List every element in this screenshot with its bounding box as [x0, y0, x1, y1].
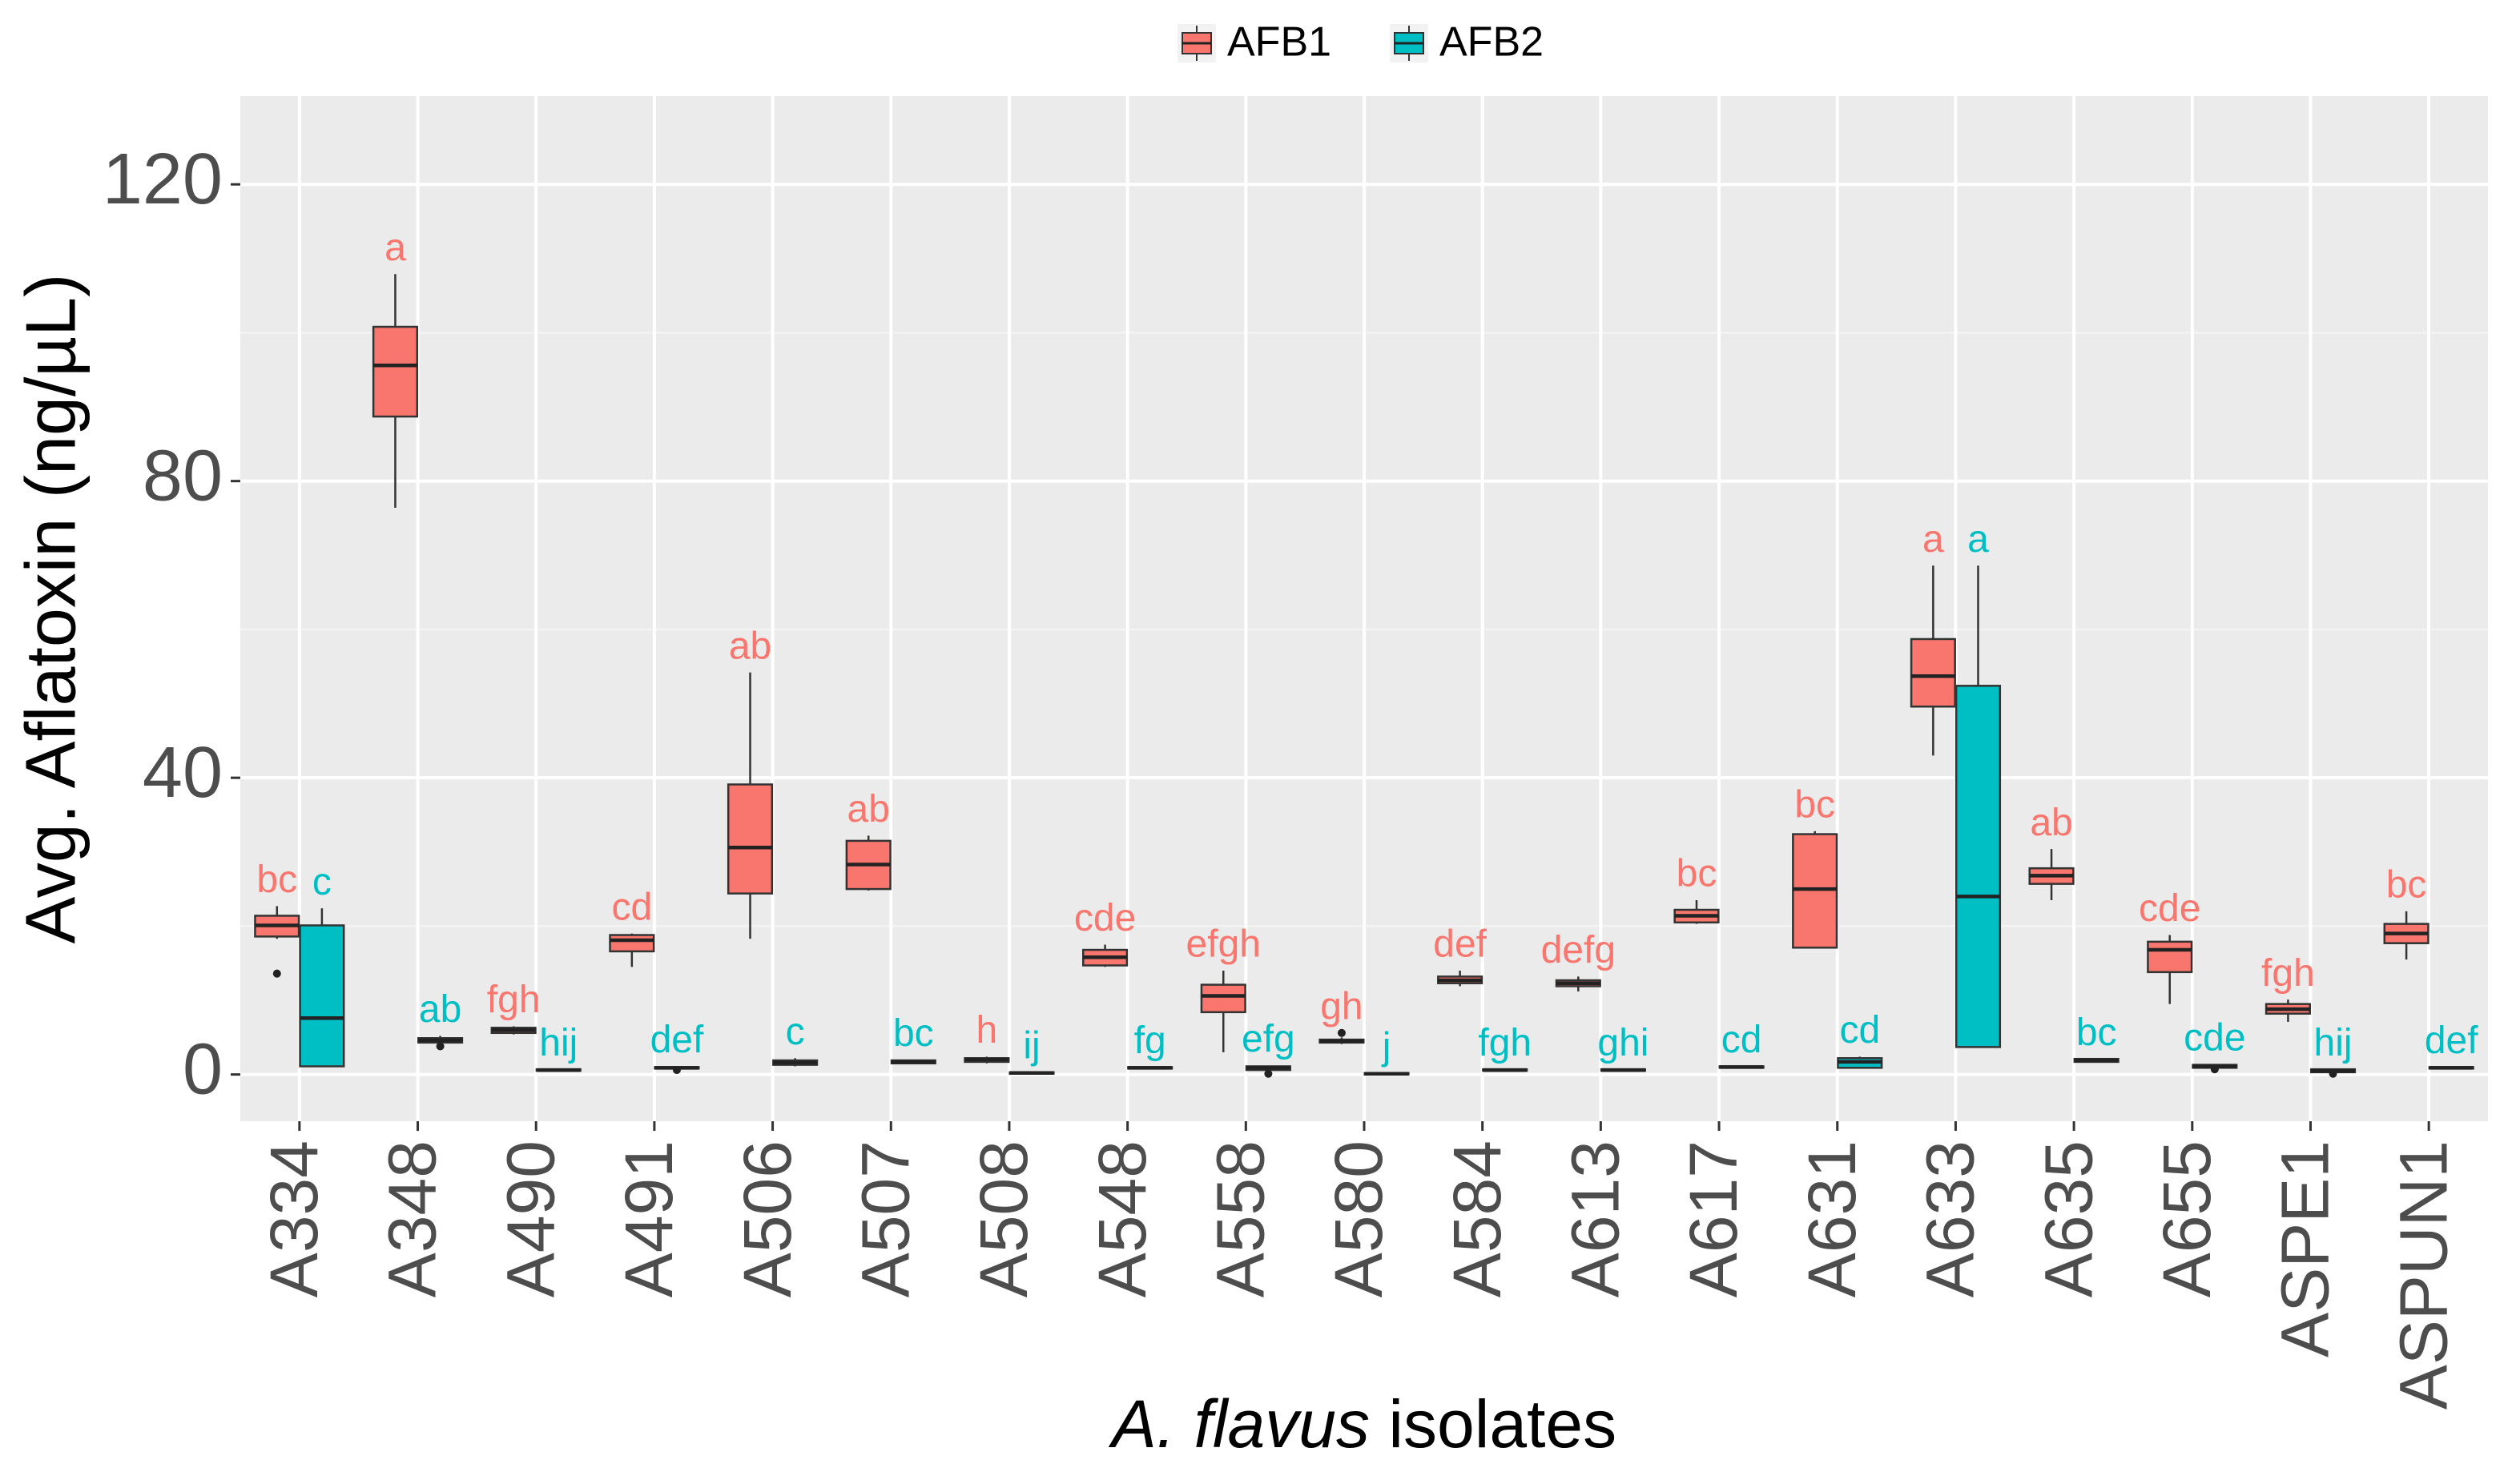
group-letter: ab: [419, 988, 461, 1031]
x-tick-label: A655: [2149, 1140, 2224, 1297]
group-letter: bc: [1677, 853, 1717, 895]
outlier: [1337, 1028, 1346, 1037]
y-tick-label: 80: [143, 436, 223, 516]
group-letter: cde: [2139, 887, 2200, 930]
x-tick-label: A334: [256, 1140, 332, 1297]
group-letter: c: [786, 1011, 805, 1053]
box: [1792, 833, 1838, 949]
group-letter: a: [1922, 518, 1944, 561]
group-letter: fgh: [2261, 952, 2315, 995]
box: [609, 934, 655, 953]
x-axis-title: A. flavus isolates: [1108, 1386, 1616, 1462]
x-tick-label: A490: [493, 1140, 568, 1297]
outlier: [436, 1042, 445, 1051]
box: [299, 924, 345, 1068]
outlier: [2210, 1065, 2219, 1074]
x-tick-label: A617: [1676, 1140, 1751, 1297]
x-tick-label: A506: [730, 1140, 805, 1297]
x-tick-label: A548: [1085, 1140, 1160, 1297]
box: [727, 783, 774, 895]
x-tick-label: A580: [1321, 1140, 1396, 1297]
group-letter: def: [650, 1019, 704, 1061]
y-axis-title: Avg. Aflatoxin (ng/µL): [10, 274, 90, 944]
x-tick-label: ASPUN1: [2385, 1140, 2461, 1410]
x-tick-label: A635: [2031, 1140, 2106, 1297]
group-letter: def: [2425, 1019, 2478, 1062]
group-letter: fgh: [1478, 1022, 1532, 1064]
outlier: [272, 969, 281, 978]
group-letter: cd: [1721, 1019, 1762, 1061]
group-letter: c: [312, 861, 332, 903]
group-letter: cd: [611, 886, 652, 928]
box: [1910, 637, 1956, 708]
group-letter: hij: [539, 1022, 578, 1064]
group-letter: ij: [1023, 1025, 1040, 1068]
box: [1200, 983, 1246, 1014]
legend-label: AFB2: [1439, 19, 1544, 66]
y-tick-label: 0: [183, 1029, 223, 1109]
group-letter: j: [1381, 1025, 1391, 1068]
x-tick-label: A631: [1794, 1140, 1870, 1297]
x-tick-label: A558: [1203, 1140, 1278, 1297]
group-letter: a: [1967, 518, 1989, 561]
outlier: [672, 1066, 681, 1075]
box: [372, 325, 419, 418]
group-letter: bc: [2076, 1011, 2117, 1054]
x-axis-title-text: isolates: [1388, 1386, 1616, 1462]
group-letter: def: [1433, 923, 1487, 966]
box: [1954, 685, 2002, 1048]
group-letter: bc: [2386, 864, 2427, 907]
x-tick-label: A348: [375, 1140, 450, 1297]
x-tick-label: A584: [1439, 1140, 1515, 1297]
x-tick-label: A507: [847, 1140, 923, 1297]
group-letter: a: [384, 227, 406, 269]
group-letter: ab: [729, 625, 771, 667]
group-letter: ab: [847, 788, 890, 830]
group-letter: bc: [893, 1012, 934, 1055]
x-tick-label: A491: [611, 1140, 686, 1297]
group-letter: ghi: [1597, 1022, 1649, 1064]
group-letter: efg: [1242, 1018, 1295, 1060]
group-letter: cde: [1074, 897, 1136, 939]
y-tick-label: 40: [143, 733, 223, 813]
group-letter: cd: [1839, 1009, 1880, 1052]
group-letter: fg: [1134, 1019, 1166, 1062]
group-letter: hij: [2314, 1022, 2353, 1064]
outlier: [2329, 1069, 2337, 1078]
x-tick-label: A633: [1913, 1140, 1988, 1297]
group-letter: ab: [2030, 802, 2072, 844]
group-letter: h: [976, 1009, 998, 1052]
legend-label: AFB1: [1227, 19, 1331, 66]
group-letter: bc: [1794, 784, 1835, 826]
x-tick-label: A508: [966, 1140, 1041, 1297]
x-axis-title-italic: A. flavus: [1108, 1386, 1370, 1462]
group-letter: defg: [1541, 929, 1616, 971]
x-tick-label: ASPE1: [2268, 1140, 2343, 1357]
box: [2147, 940, 2193, 974]
group-letter: fgh: [487, 979, 541, 1021]
group-letter: cde: [2184, 1016, 2245, 1059]
x-tick-label: A613: [1558, 1140, 1633, 1297]
group-letter: gh: [1320, 985, 1363, 1028]
outlier: [1264, 1069, 1273, 1078]
y-tick-label: 120: [103, 139, 223, 219]
group-letter: efgh: [1186, 923, 1261, 966]
group-letter: bc: [256, 859, 297, 901]
